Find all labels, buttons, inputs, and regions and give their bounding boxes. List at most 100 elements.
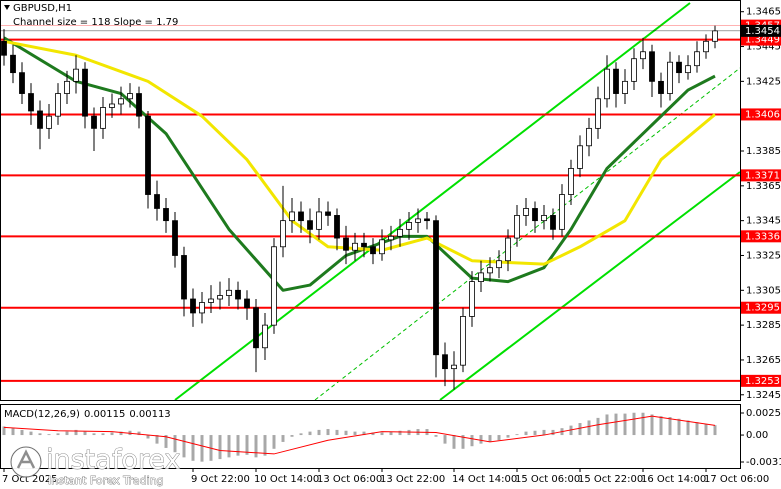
candle-body <box>100 107 106 129</box>
macd-bar <box>362 431 366 436</box>
candle-body <box>316 211 322 230</box>
candle-body <box>667 61 673 94</box>
macd-bar <box>443 435 447 444</box>
moving-average <box>3 36 716 292</box>
macd-bar <box>56 433 60 436</box>
candle-body <box>298 211 304 222</box>
macd-bar <box>659 416 663 436</box>
macd-bar <box>245 435 249 455</box>
candle-body <box>37 110 43 129</box>
candle-body <box>658 80 664 94</box>
candle-body <box>28 93 34 112</box>
macd-bar <box>83 431 87 436</box>
level-label-box <box>741 374 781 387</box>
x-tick-label: 15 Oct 06:00 <box>515 474 580 485</box>
candle-body <box>226 289 232 296</box>
chart-title: GBPUSD,H1 <box>13 3 72 14</box>
x-tick-label: 10 Oct 14:00 <box>254 474 319 485</box>
macd-bar <box>173 435 177 453</box>
candle-body <box>91 115 97 129</box>
macd-bar <box>515 434 519 436</box>
candle-body <box>532 208 538 222</box>
candle-body <box>10 54 16 74</box>
candle-body <box>181 255 187 300</box>
macd-bar <box>614 413 618 436</box>
candle-body <box>712 30 718 42</box>
candle-body <box>136 93 142 117</box>
macd-bar <box>317 429 321 436</box>
macd-bar <box>236 435 240 456</box>
macd-tick-label: -0.00314 <box>746 457 781 468</box>
macd-value: 0.00115 <box>84 409 125 420</box>
macd-bar <box>65 431 69 436</box>
candle-body <box>649 51 655 82</box>
macd-bar <box>479 435 483 444</box>
candle-body <box>676 61 682 74</box>
macd-bar <box>470 435 474 447</box>
candle-body <box>685 65 691 74</box>
candle-body <box>424 218 430 222</box>
candle-body <box>613 68 619 94</box>
watermark-brand: instaforex <box>46 445 180 476</box>
candle-body <box>415 218 421 223</box>
candle-body <box>370 246 376 255</box>
y-tick-label: 1.3425 <box>746 76 781 87</box>
signal-value: 0.00113 <box>129 409 170 420</box>
macd-bar <box>92 433 96 436</box>
candle-body <box>244 298 250 309</box>
candle-body <box>388 235 394 241</box>
macd-bar <box>524 431 528 436</box>
macd-bar <box>281 435 285 442</box>
candle-body <box>271 246 277 326</box>
y-tick-label: 1.3465 <box>746 7 781 18</box>
macd-bar <box>650 414 654 436</box>
macd-bar <box>110 432 114 436</box>
macd-bar <box>299 433 303 436</box>
candle-body <box>703 40 709 53</box>
macd-bar <box>335 429 339 436</box>
y-tick-label: 1.3245 <box>746 390 781 401</box>
macd-bar <box>218 435 222 460</box>
macd-bar <box>605 414 609 436</box>
candle-body <box>154 194 160 209</box>
macd-bar <box>398 430 402 436</box>
macd-bar <box>578 423 582 436</box>
candle-body <box>109 103 115 108</box>
candle-body <box>235 289 241 300</box>
macd-bar <box>434 435 438 437</box>
candle-body <box>577 145 583 169</box>
macd-bar <box>533 430 537 436</box>
level-label-box <box>741 169 781 182</box>
y-tick-label: 1.3285 <box>746 320 781 331</box>
candle-body <box>253 307 259 349</box>
candle-body <box>307 220 313 230</box>
candle-body <box>19 72 25 94</box>
macd-bar <box>623 413 627 436</box>
channel-middle <box>314 67 741 401</box>
candle-body <box>172 220 178 256</box>
candle-body <box>379 239 385 255</box>
macd-bar <box>695 422 699 436</box>
macd-bar <box>137 431 141 436</box>
macd-label: MACD(12,26,9) 0.00115 0.00113 <box>4 409 171 420</box>
level-label: 1.3449 <box>745 35 780 46</box>
macd-bar <box>461 435 465 449</box>
candle-body <box>442 354 448 370</box>
candle-body <box>433 220 439 356</box>
macd-bar <box>47 434 51 436</box>
macd-bar <box>641 412 645 436</box>
macd-bar <box>308 431 312 436</box>
macd-bar <box>290 435 294 437</box>
macd-frame <box>0 404 741 469</box>
x-tick-label: 7 Oct 2025 <box>2 474 57 485</box>
macd-bar <box>677 418 681 436</box>
macd-bar <box>200 435 204 462</box>
candle-body <box>586 127 592 147</box>
candle-body <box>568 168 574 195</box>
macd-bar <box>164 435 168 448</box>
candle-body <box>550 215 556 230</box>
macd-bar <box>704 423 708 436</box>
price-label-box <box>741 24 781 37</box>
candle-body <box>118 98 124 105</box>
